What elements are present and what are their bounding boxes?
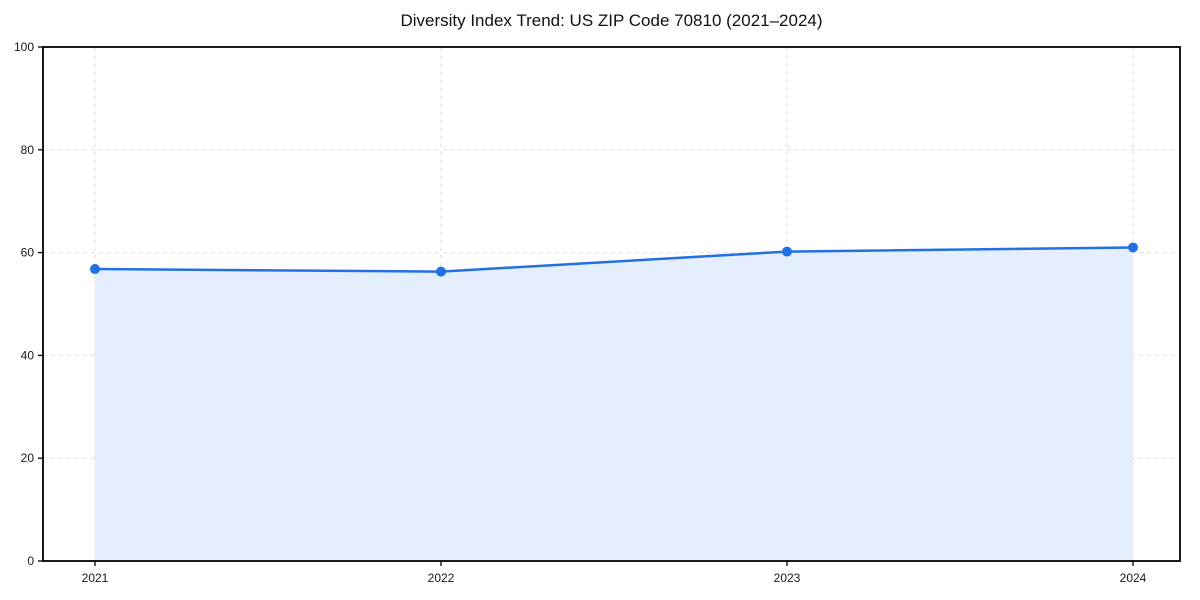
- x-tick-label: 2021: [82, 571, 109, 585]
- plot-border: [42, 46, 1181, 562]
- y-tick-label: 100: [14, 40, 34, 54]
- data-point-2021: [90, 264, 100, 275]
- data-point-2023: [782, 246, 792, 257]
- chart-title: Diversity Index Trend: US ZIP Code 70810…: [400, 11, 823, 30]
- x-tick-label: 2024: [1120, 571, 1147, 585]
- y-tick-label: 20: [21, 451, 35, 465]
- trend-line: [93, 246, 1135, 273]
- y-tick-label: 60: [21, 246, 35, 260]
- y-tick-label: 40: [21, 348, 35, 362]
- area-fill: [95, 247, 1133, 561]
- y-tick-label: 80: [21, 143, 35, 157]
- y-tick-label: 0: [27, 554, 34, 568]
- data-point-2024: [1128, 242, 1138, 253]
- x-tick-label: 2022: [428, 571, 455, 585]
- data-point-2022: [436, 266, 446, 277]
- x-tick-label: 2023: [774, 571, 801, 585]
